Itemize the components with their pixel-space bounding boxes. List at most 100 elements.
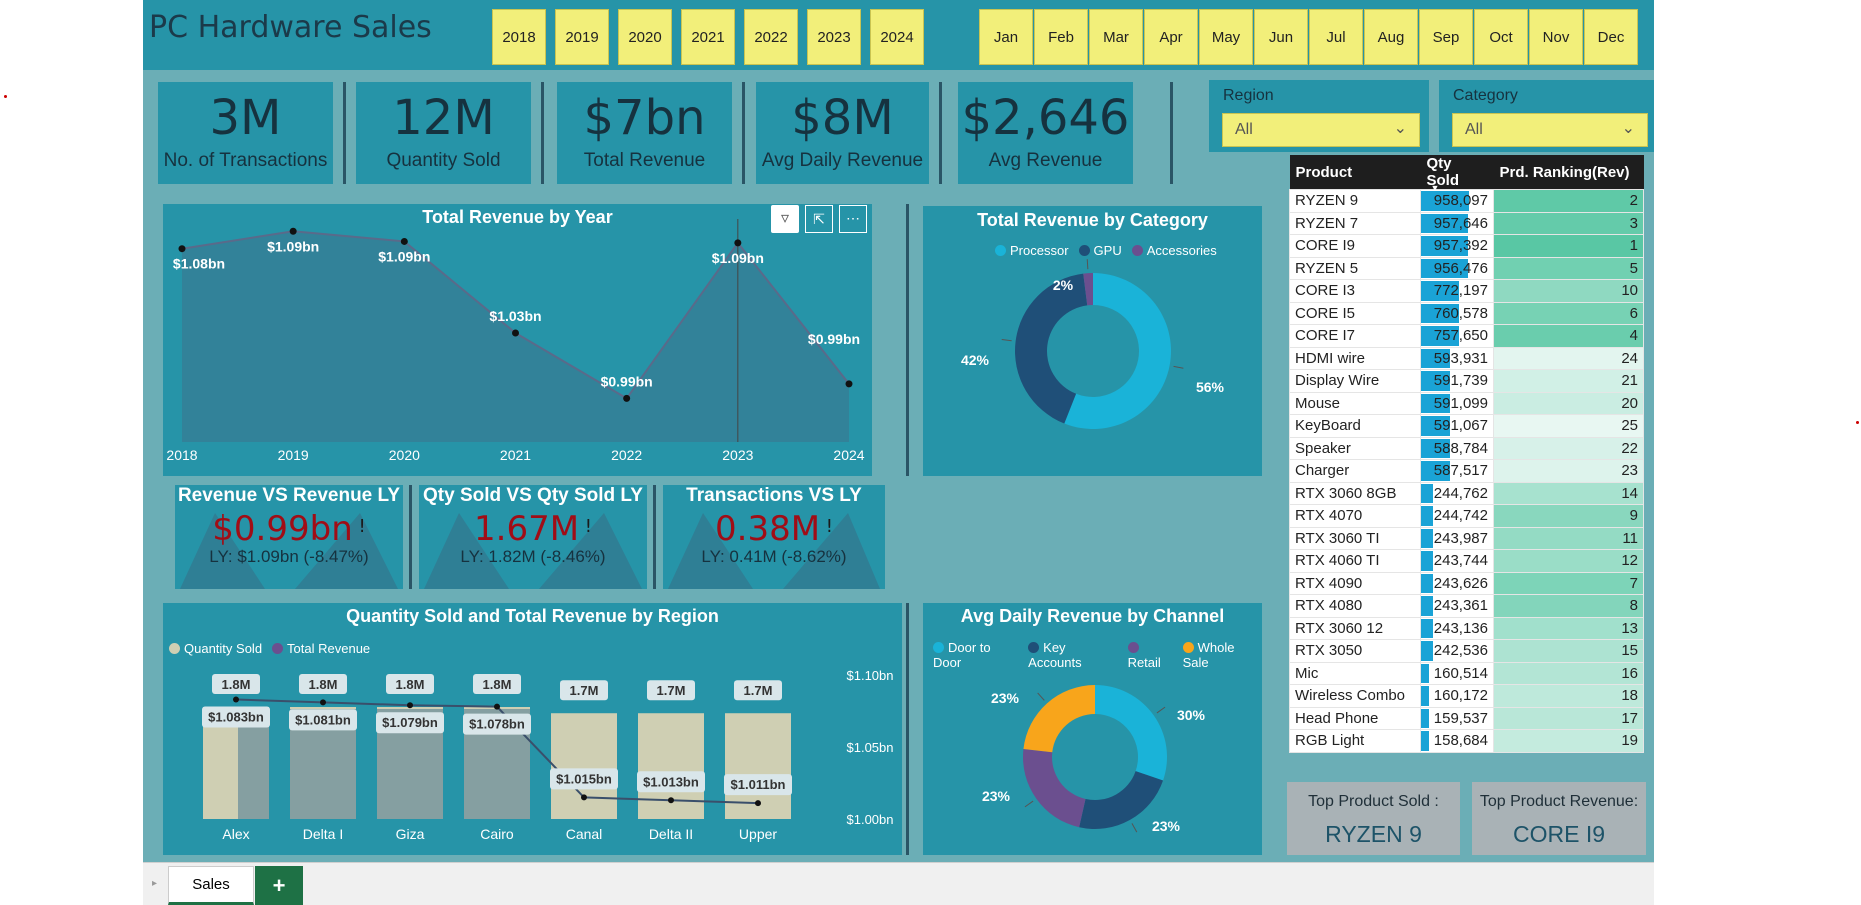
table-row[interactable]: Charger 587,517 23 xyxy=(1289,459,1644,483)
region-dropdown[interactable]: All ⌄ xyxy=(1222,113,1420,147)
year-button-2022[interactable]: 2022 xyxy=(744,9,798,65)
donut-slice-retail[interactable] xyxy=(1023,749,1086,828)
month-button-aug[interactable]: Aug xyxy=(1364,9,1418,65)
leader-line xyxy=(1131,823,1138,833)
slice-label: 56% xyxy=(1196,379,1225,395)
donut-slice-whole-sale[interactable] xyxy=(1023,685,1095,753)
table-row[interactable]: RTX 3050 242,536 15 xyxy=(1289,639,1644,663)
month-button-dec[interactable]: Dec xyxy=(1584,9,1638,65)
year-button-2024[interactable]: 2024 xyxy=(870,9,924,65)
data-point[interactable] xyxy=(320,699,326,706)
month-button-apr[interactable]: Apr xyxy=(1144,9,1198,65)
bar-quantity-canal[interactable] xyxy=(551,713,617,819)
data-point[interactable] xyxy=(494,703,500,710)
table-row[interactable]: RTX 4070 244,742 9 xyxy=(1289,504,1644,528)
table-row[interactable]: CORE I9 957,392 1 xyxy=(1289,234,1644,258)
year-button-2019[interactable]: 2019 xyxy=(555,9,609,65)
column-header-qty-sold[interactable]: Qty Sold ▼ xyxy=(1420,155,1494,193)
column-header-product[interactable]: Product xyxy=(1289,155,1421,190)
table-row[interactable]: RTX 4060 TI 243,744 12 xyxy=(1289,549,1644,573)
table-row[interactable]: RTX 4090 243,626 7 xyxy=(1289,571,1644,595)
data-point[interactable] xyxy=(233,696,239,703)
table-row[interactable]: RTX 4080 243,361 8 xyxy=(1289,594,1644,618)
month-button-feb[interactable]: Feb xyxy=(1034,9,1088,65)
table-row[interactable]: Mic 160,514 16 xyxy=(1289,661,1644,685)
scroll-left-icon[interactable]: ▸ xyxy=(152,878,158,889)
qty-databar xyxy=(1421,281,1460,301)
resize-handle[interactable] xyxy=(4,95,7,98)
table-row[interactable]: HDMI wire 593,931 24 xyxy=(1289,346,1644,370)
table-row[interactable]: Head Phone 159,537 17 xyxy=(1289,706,1644,730)
table-row[interactable]: Display Wire 591,739 21 xyxy=(1289,369,1644,393)
data-point[interactable] xyxy=(623,394,631,402)
more-options-icon[interactable]: ⋯ xyxy=(839,205,867,233)
data-point[interactable] xyxy=(734,239,742,247)
table-row[interactable]: Speaker 588,784 22 xyxy=(1289,436,1644,460)
leader-line xyxy=(1001,338,1012,342)
donut-slice-gpu[interactable] xyxy=(1015,273,1088,424)
table-row[interactable]: CORE I3 772,197 10 xyxy=(1289,279,1644,303)
table-row[interactable]: Mouse 591,099 20 xyxy=(1289,391,1644,415)
year-button-2020[interactable]: 2020 xyxy=(618,9,672,65)
product-cell: RTX 3060 TI xyxy=(1289,526,1421,550)
year-button-2023[interactable]: 2023 xyxy=(807,9,861,65)
data-label: $0.99bn xyxy=(601,373,653,389)
ranking-cell: 2 xyxy=(1493,189,1644,213)
category-dropdown[interactable]: All ⌄ xyxy=(1452,113,1648,147)
compare-kpi-value: 0.38M ! xyxy=(715,509,833,549)
data-point[interactable] xyxy=(845,380,853,388)
table-row[interactable]: Wireless Combo 160,172 18 xyxy=(1289,684,1644,708)
month-button-nov[interactable]: Nov xyxy=(1529,9,1583,65)
product-cell: CORE I3 xyxy=(1289,279,1421,303)
sheet-tab-sales[interactable]: Sales xyxy=(168,866,254,905)
month-button-mar[interactable]: Mar xyxy=(1089,9,1143,65)
table-row[interactable]: RTX 3060 TI 243,987 11 xyxy=(1289,526,1644,550)
year-button-2021[interactable]: 2021 xyxy=(681,9,735,65)
compare-kpi-title: Revenue VS Revenue LY xyxy=(177,485,401,506)
data-point[interactable] xyxy=(581,794,587,801)
legend-accessories: Accessories xyxy=(1131,243,1217,258)
year-button-2018[interactable]: 2018 xyxy=(492,9,546,65)
donut-slice-door-to-door[interactable] xyxy=(1095,685,1167,781)
data-point[interactable] xyxy=(512,329,519,337)
month-button-oct[interactable]: Oct xyxy=(1474,9,1528,65)
table-row[interactable]: RGB Light 158,684 19 xyxy=(1289,729,1644,753)
resize-handle[interactable] xyxy=(1856,421,1859,424)
filter-icon[interactable]: ▿ xyxy=(771,205,799,233)
table-row[interactable]: RTX 3060 12 243,136 13 xyxy=(1289,616,1644,640)
add-sheet-button[interactable]: + xyxy=(255,866,303,905)
data-point[interactable] xyxy=(668,797,674,804)
data-point[interactable] xyxy=(755,800,761,807)
data-point[interactable] xyxy=(178,245,186,253)
table-row[interactable]: KeyBoard 591,067 25 xyxy=(1289,414,1644,438)
focus-mode-icon[interactable]: ⇱ xyxy=(805,205,833,233)
month-button-may[interactable]: May xyxy=(1199,9,1253,65)
table-row[interactable]: RTX 3060 8GB 244,762 14 xyxy=(1289,481,1644,505)
data-point[interactable] xyxy=(407,702,413,709)
donut-slice-accessories[interactable] xyxy=(1083,273,1093,306)
table-row[interactable]: CORE I5 760,578 6 xyxy=(1289,301,1644,325)
chevron-down-icon: ⌄ xyxy=(1393,120,1407,137)
table-row[interactable]: CORE I7 757,650 4 xyxy=(1289,324,1644,348)
ranking-cell: 24 xyxy=(1493,346,1644,370)
table-row[interactable]: RYZEN 5 956,476 5 xyxy=(1289,256,1644,280)
column-header-ranking[interactable]: Prd. Ranking(Rev) xyxy=(1493,155,1644,190)
channel-donut-chart: 30% 23% 23% 23% xyxy=(982,685,1206,834)
qty-cell: 957,646 xyxy=(1420,211,1494,235)
donut-slice-key-accounts[interactable] xyxy=(1079,771,1164,829)
qty-databar xyxy=(1421,326,1459,346)
sheet-tab-bar xyxy=(143,862,1654,905)
table-row[interactable]: RYZEN 9 958,097 2 xyxy=(1289,189,1644,213)
kpi-label: Quantity Sold xyxy=(386,150,501,171)
data-point[interactable] xyxy=(289,227,297,235)
month-button-sep[interactable]: Sep xyxy=(1419,9,1473,65)
qty-value: 243,361 xyxy=(1433,597,1488,615)
month-button-jun[interactable]: Jun xyxy=(1254,9,1308,65)
trend-shape xyxy=(180,513,265,589)
data-point[interactable] xyxy=(400,237,408,245)
trend-shape xyxy=(295,513,398,589)
month-button-jul[interactable]: Jul xyxy=(1309,9,1363,65)
month-button-jan[interactable]: Jan xyxy=(979,9,1033,65)
table-row[interactable]: RYZEN 7 957,646 3 xyxy=(1289,211,1644,235)
donut-slice-processor[interactable] xyxy=(1064,273,1171,429)
